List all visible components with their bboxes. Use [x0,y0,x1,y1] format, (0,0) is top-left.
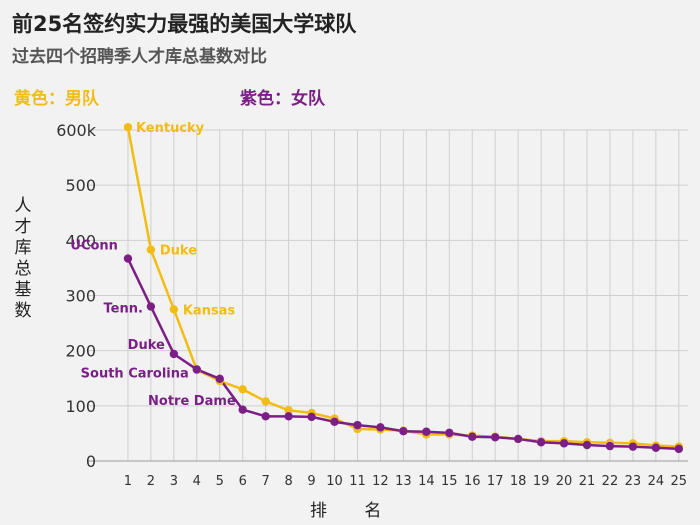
x-tick-label: 17 [487,474,504,489]
x-tick-label: 19 [533,474,550,489]
x-tick-label: 25 [671,474,688,489]
y-tick-label: 400 [65,231,96,250]
series-points [123,123,684,454]
x-tick-label: 4 [193,474,201,489]
annotations: Kentucky Duke Kansas UConn Tenn. Duke South Ca… [70,121,236,409]
x-tick-label: 13 [395,474,412,489]
data-point [330,417,339,427]
legend-men: 黄色：男队 [14,89,99,109]
data-point [513,434,523,444]
data-point [123,123,133,132]
data-point [468,432,477,441]
legend-women: 紫色：女队 [240,89,325,109]
data-point [445,428,454,438]
chart-subtitle: 过去四个招聘季人才库总基数对比 [12,47,267,67]
y-tick-label: 300 [65,287,96,306]
data-point [353,420,362,430]
x-tick-label: 3 [170,474,178,489]
data-point [582,440,592,450]
data-point [651,443,661,452]
x-tick-label: 6 [239,474,247,489]
data-point [284,406,293,415]
x-tick-label: 9 [307,474,315,489]
data-point [169,349,179,359]
x-tick-label: 12 [372,474,389,489]
data-point [261,412,270,421]
y-tick-label: 100 [65,397,96,416]
x-tick-labels: 1 2 3 4 5 6 7 8 9 10 11 12 13 14 15 16 17 18 19 20 21 22 23 24 2… [124,474,687,489]
x-tick-label: 18 [510,474,527,489]
y-tick-labels: 0 100 200 300 400 500 600k [56,121,97,471]
data-label: UConn [70,239,118,254]
x-tick-label: 5 [216,474,224,489]
data-label: Notre Dame [148,394,236,409]
x-axis-label: 排 名 [310,501,398,521]
grid-lines [88,129,688,462]
data-point [192,365,202,374]
x-tick-label: 22 [602,474,619,489]
x-tick-label: 1 [124,474,132,489]
data-label: Kentucky [136,121,205,136]
y-tick-label: 200 [65,342,96,361]
data-point [376,423,385,432]
y-tick-label: 600k [56,121,97,140]
y-axis-label: 人才库总基数 [14,196,32,321]
data-label: South Carolina [81,366,189,381]
data-point [536,438,546,447]
data-point [215,374,224,384]
data-point [307,412,316,422]
data-label: Tenn. [103,302,142,317]
x-tick-label: 20 [556,474,573,489]
y-tick-label: 500 [65,176,96,195]
x-tick-label: 15 [441,474,458,489]
x-tick-label: 10 [326,474,343,489]
y-tick-label: 0 [86,452,96,471]
data-point [674,444,684,454]
chart-title: 前25名签约实力最强的美国大学球队 [12,12,357,36]
x-tick-label: 2 [147,474,155,489]
data-point [605,441,615,451]
data-point [559,439,569,448]
data-point [238,385,247,394]
x-tick-label: 23 [625,474,642,489]
data-point [490,433,500,442]
data-label: Duke [160,244,197,259]
data-point [146,302,156,311]
data-point [261,397,270,406]
data-point [399,427,408,436]
x-tick-label: 14 [418,474,435,489]
data-label: Kansas [183,303,236,318]
x-tick-label: 7 [262,474,270,489]
data-point [628,442,638,451]
data-point [123,254,133,263]
data-label: Duke [128,338,165,353]
x-tick-label: 24 [648,474,665,489]
x-tick-label: 16 [464,474,481,489]
data-point [238,405,247,414]
x-tick-label: 8 [284,474,292,489]
data-point [422,427,431,436]
data-point [169,305,179,314]
data-point [284,412,293,421]
data-point [146,245,156,254]
x-tick-label: 11 [349,474,366,489]
x-tick-label: 21 [579,474,596,489]
